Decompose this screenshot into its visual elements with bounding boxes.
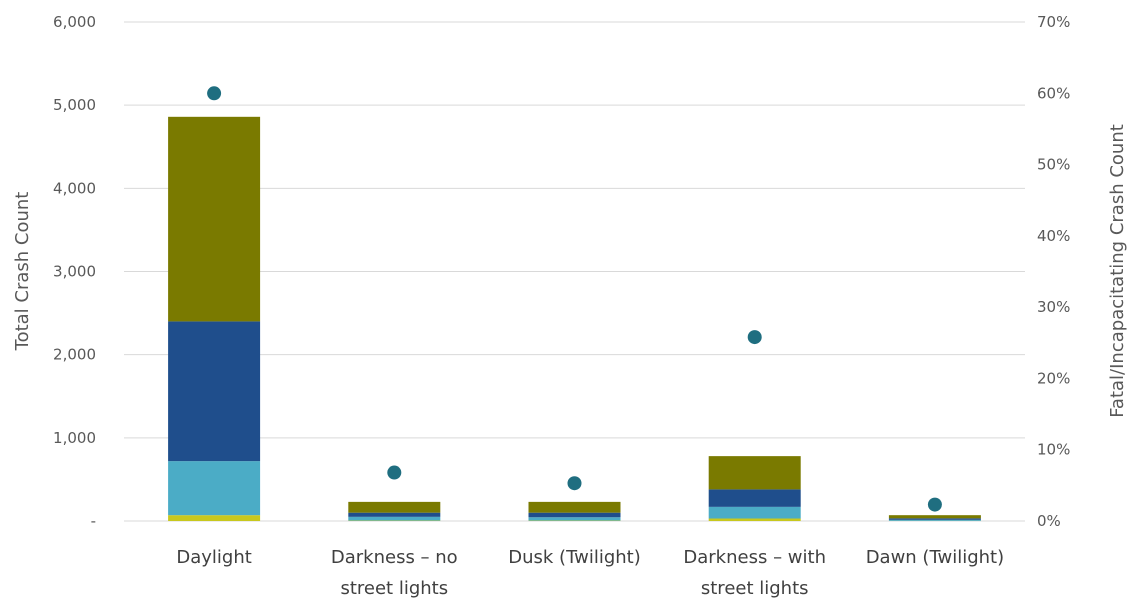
bar-segment (168, 321, 261, 462)
y2-tick-label: 50% (1037, 156, 1070, 174)
bar-segment (168, 515, 261, 521)
bar-segment (168, 461, 261, 516)
y2-tick-label: 0% (1037, 512, 1061, 530)
category-label: street lights (340, 578, 448, 599)
category-label: street lights (701, 578, 809, 599)
bar-segment (528, 512, 621, 518)
y2-axis-title: Fatal/Incapacitating Crash Count (1107, 124, 1128, 418)
category-labels: Daylight Darkness – no street lights Dusk (… (176, 547, 1004, 599)
y-tick-label: 1,000 (53, 429, 96, 447)
data-point (747, 330, 762, 345)
bar-segment (888, 518, 981, 520)
bar-segment (888, 515, 981, 519)
bars (168, 116, 981, 521)
y-axis-title: Total Crash Count (12, 192, 33, 352)
bar-segment (168, 116, 261, 322)
y-tick-label: 5,000 (53, 96, 96, 114)
data-point (927, 497, 942, 512)
category-label: Dawn (Twilight) (866, 547, 1004, 568)
y-tick-label: 3,000 (53, 263, 96, 281)
y-tick-label: 4,000 (53, 179, 96, 197)
bar-segment (888, 519, 981, 521)
grid-lines (124, 21, 1025, 522)
category-label: Darkness – no (331, 547, 458, 568)
category-label: Daylight (176, 547, 251, 568)
y-tick-label: 6,000 (53, 13, 96, 31)
y2-tick-label: 10% (1037, 441, 1070, 459)
y2-tick-label: 70% (1037, 13, 1070, 31)
y-tick-label: 2,000 (53, 346, 96, 364)
bar-segment (708, 506, 801, 519)
y2-tick-label: 20% (1037, 369, 1070, 387)
y-tick-labels: - 1,000 2,000 3,000 4,000 5,000 6,000 (53, 13, 96, 530)
data-point (207, 86, 222, 101)
bar-segment (348, 516, 441, 521)
y2-tick-label: 30% (1037, 298, 1070, 316)
points (207, 86, 942, 512)
y2-tick-label: 60% (1037, 84, 1070, 102)
y2-tick-label: 40% (1037, 227, 1070, 245)
category-label: Dusk (Twilight) (508, 547, 640, 568)
y-tick-label: - (91, 512, 96, 530)
bar-segment (348, 512, 441, 517)
data-point (387, 465, 402, 480)
bar-segment (348, 501, 441, 513)
bar-segment (708, 489, 801, 507)
bar-segment (708, 518, 801, 521)
bar-segment (708, 456, 801, 490)
bar-segment (528, 517, 621, 521)
bar-segment (528, 501, 621, 513)
y2-tick-labels: 0% 10% 20% 30% 40% 50% 60% 70% (1037, 13, 1070, 530)
data-point (567, 476, 582, 491)
category-label: Darkness – with (683, 547, 826, 568)
